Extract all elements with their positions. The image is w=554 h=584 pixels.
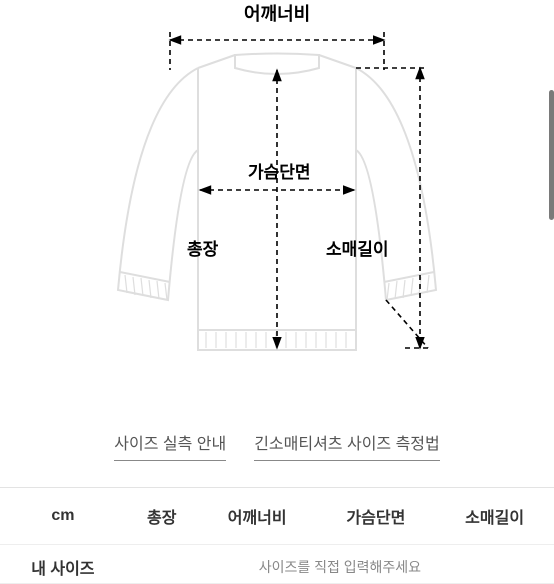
label-shoulder: 어깨너비 — [244, 0, 310, 26]
scrollbar[interactable] — [549, 90, 554, 220]
measurement-diagram: 어깨너비 가슴단면 총장 소매길이 — [0, 0, 554, 400]
label-length: 총장 — [187, 235, 218, 260]
unit-header: cm — [0, 488, 126, 545]
table-row-mysize: 내 사이즈 사이즈를 직접 입력해주세요 — [0, 545, 554, 584]
col-sleeve: 소매길이 — [435, 488, 554, 545]
col-shoulder: 어깨너비 — [198, 488, 317, 545]
my-size-label: 내 사이즈 — [0, 545, 126, 584]
tab-measure-guide[interactable]: 사이즈 실측 안내 — [114, 430, 226, 461]
guide-tabs: 사이즈 실측 안내 긴소매티셔츠 사이즈 측정법 — [0, 430, 554, 461]
label-sleeve: 소매길이 — [326, 235, 389, 260]
col-chest: 가슴단면 — [317, 488, 436, 545]
label-chest: 가슴단면 — [248, 158, 311, 183]
size-table: cm 총장 어깨너비 가슴단면 소매길이 내 사이즈 사이즈를 직접 입력해주세… — [0, 487, 554, 584]
size-input-placeholder[interactable]: 사이즈를 직접 입력해주세요 — [126, 545, 554, 584]
tab-longsleeve-guide[interactable]: 긴소매티셔츠 사이즈 측정법 — [254, 430, 440, 461]
col-length: 총장 — [126, 488, 198, 545]
